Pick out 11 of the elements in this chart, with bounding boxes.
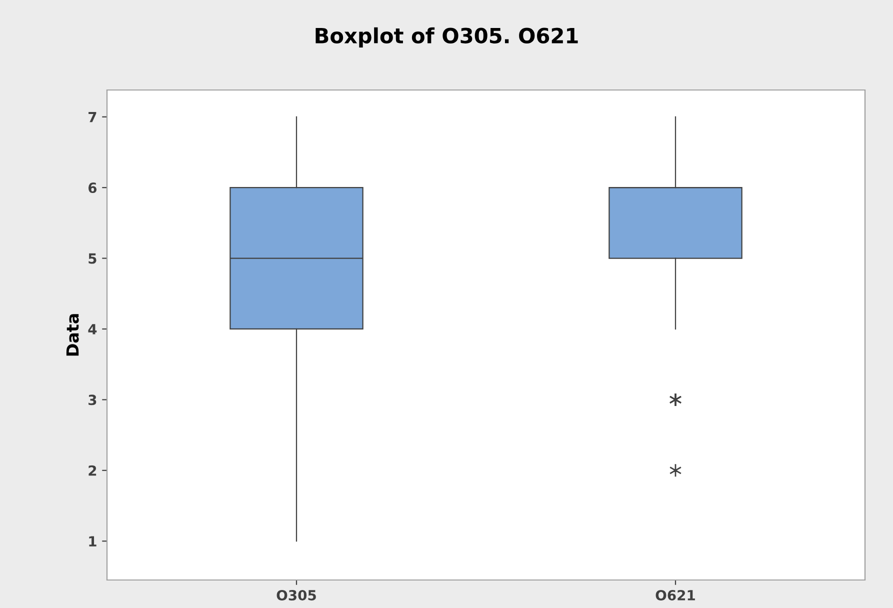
x-tick-label: O621 — [656, 590, 695, 600]
y-tick-label: 6 — [88, 182, 97, 194]
y-tick-label: 4 — [88, 324, 97, 334]
chart-title: Boxplot of O305. O621 — [316, 27, 578, 48]
y-axis-title: Data — [66, 314, 79, 356]
y-tick-label: 7 — [88, 112, 96, 122]
x-tick-label: O305 — [276, 590, 316, 600]
y-tick-label: 1 — [89, 536, 96, 546]
y-tick-label: 2 — [88, 465, 96, 476]
y-tick-label: 5 — [88, 253, 96, 264]
y-tick-label: 3 — [88, 394, 96, 406]
